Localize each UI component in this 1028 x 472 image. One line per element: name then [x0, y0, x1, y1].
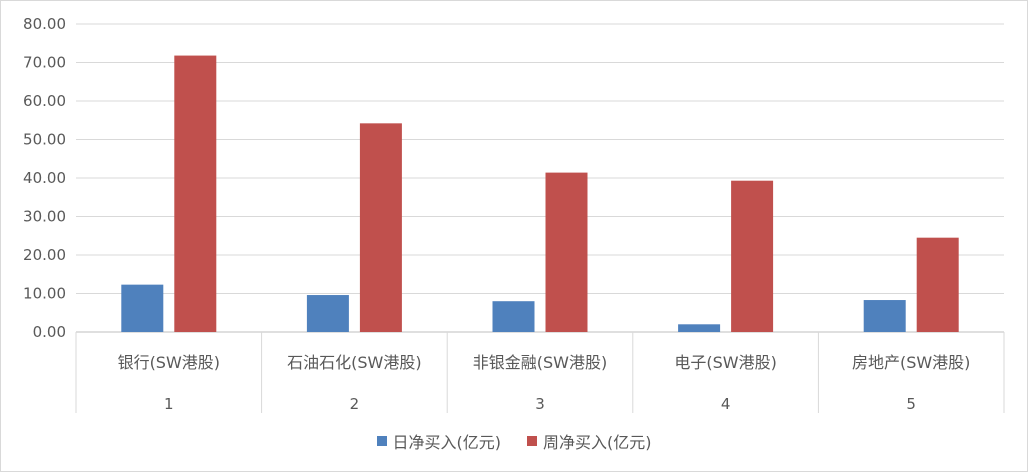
legend-item-daily: 日净买入(亿元): [376, 429, 502, 453]
x-category-index: 1: [164, 395, 174, 413]
legend-label-weekly: 周净买入(亿元): [543, 433, 652, 452]
y-tick-label: 50.00: [23, 131, 66, 149]
bar-weekly: [359, 123, 402, 332]
x-category-label: 银行(SW港股): [118, 353, 220, 372]
bar-daily: [678, 324, 721, 332]
x-category-index: 4: [721, 395, 731, 413]
x-category-index: 5: [906, 395, 916, 413]
x-category-index: 2: [350, 395, 360, 413]
bar-daily: [306, 295, 349, 332]
y-tick-label: 10.00: [23, 285, 66, 303]
y-tick-label: 40.00: [23, 169, 66, 187]
legend: 日净买入(亿元) 周净买入(亿元): [1, 429, 1027, 453]
y-tick-label: 60.00: [23, 92, 66, 110]
legend-swatch-weekly: [527, 436, 537, 446]
y-tick-label: 20.00: [23, 246, 66, 264]
bar-daily: [492, 301, 535, 332]
x-category-label: 非银金融(SW港股): [473, 353, 607, 372]
y-tick-label: 80.00: [23, 15, 66, 33]
legend-label-daily: 日净买入(亿元): [392, 433, 502, 452]
bar-weekly: [545, 172, 588, 332]
x-category-index: 3: [535, 395, 545, 413]
bar-weekly: [174, 55, 217, 332]
bar-weekly: [916, 237, 959, 332]
y-tick-label: 30.00: [23, 208, 66, 226]
bar-daily: [863, 300, 906, 332]
x-category-label: 电子(SW港股): [674, 353, 776, 372]
legend-swatch-daily: [376, 436, 387, 446]
x-category-label: 房地产(SW港股): [852, 353, 970, 372]
legend-item-weekly: 周净买入(亿元): [527, 429, 652, 453]
bar-daily: [121, 284, 164, 332]
y-tick-label: 70.00: [23, 54, 66, 72]
y-tick-label: 0.00: [33, 323, 66, 341]
bar-chart: 0.00 10.00 20.00 30.00 40.00 50.00 60.00 70.00 8…: [23, 15, 1005, 413]
bar-weekly: [731, 180, 774, 332]
x-category-label: 石油石化(SW港股): [287, 353, 421, 372]
